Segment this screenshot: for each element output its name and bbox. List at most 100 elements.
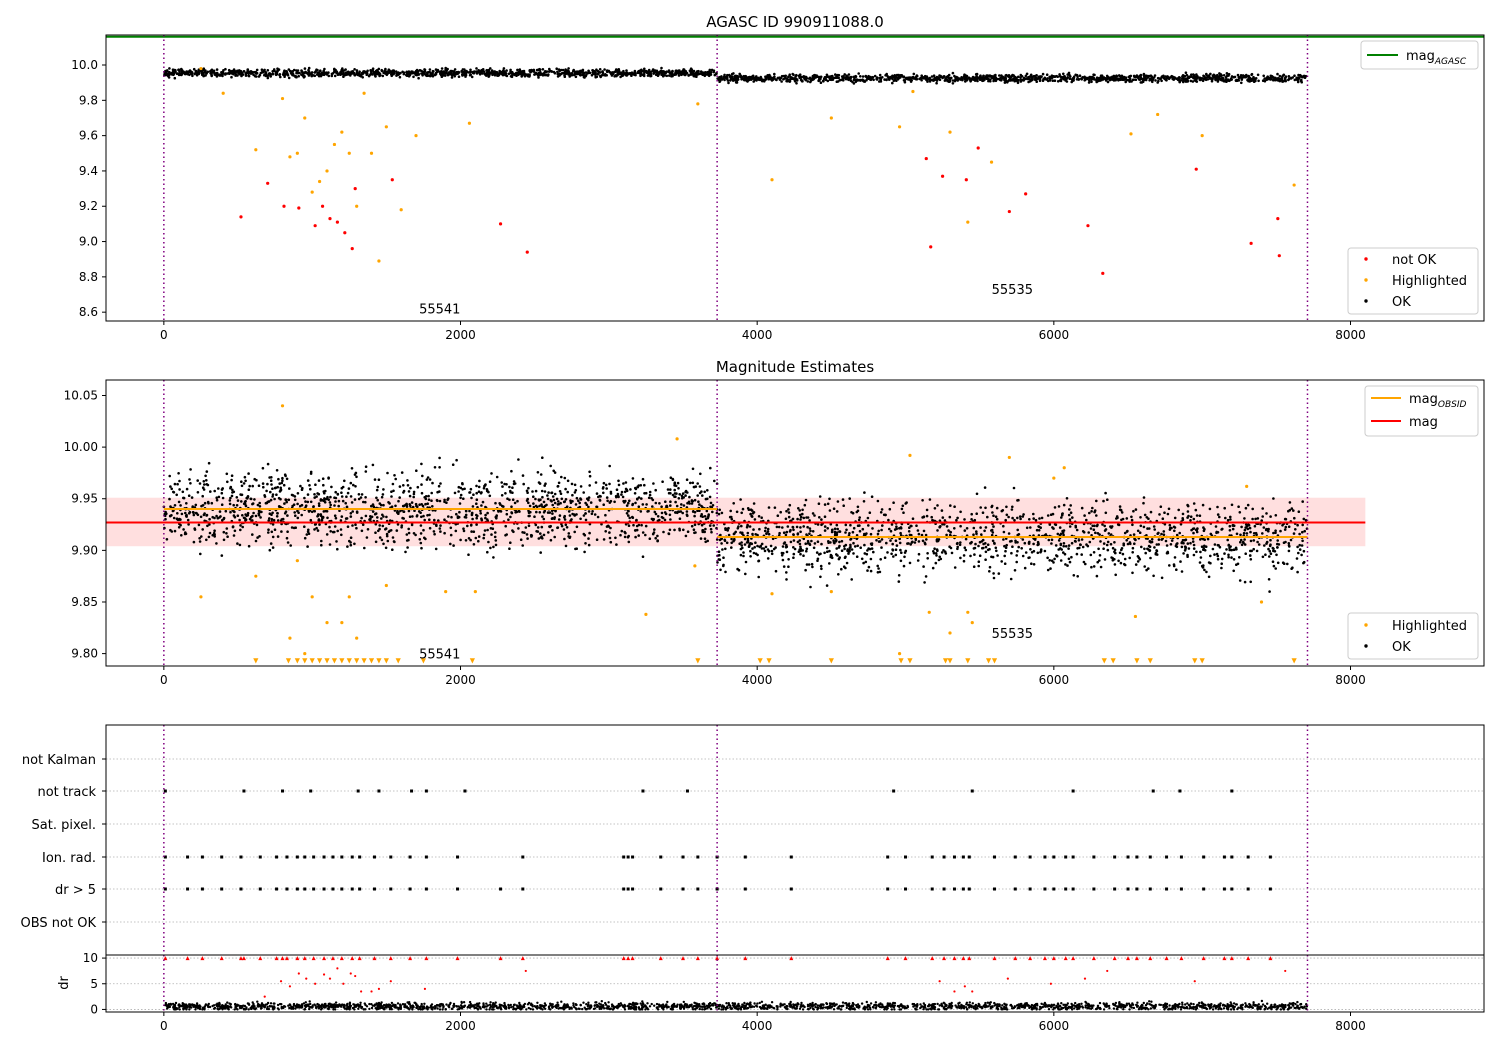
p1-ok-point bbox=[800, 79, 804, 83]
p2-ok-point bbox=[974, 542, 977, 546]
p1-not-ok-point bbox=[239, 215, 243, 219]
p2-ok-point bbox=[1192, 531, 1195, 535]
p1-highlighted-point bbox=[1200, 134, 1204, 138]
p2-ok-point bbox=[270, 483, 273, 486]
p2-ok-point bbox=[1113, 541, 1116, 544]
p2-ok-point bbox=[752, 551, 756, 555]
p2-ok-point bbox=[888, 527, 891, 531]
p2-ok-point bbox=[317, 492, 321, 496]
p1-ok-point bbox=[821, 79, 825, 83]
p2-ok-point bbox=[848, 532, 851, 535]
p1-ok-point bbox=[1198, 78, 1202, 82]
p2-ok-point bbox=[285, 500, 289, 504]
p2-ok-point bbox=[1004, 537, 1008, 540]
p2-ok-point bbox=[165, 538, 169, 541]
p2-ok-point bbox=[179, 504, 182, 507]
p2-ok-point bbox=[911, 517, 915, 520]
p2-ok-point bbox=[1030, 562, 1033, 565]
p2-ok-point bbox=[1113, 548, 1117, 552]
p1-ok-point bbox=[1090, 80, 1093, 84]
p2-ok-point bbox=[426, 514, 429, 517]
p1-ok-point bbox=[735, 78, 739, 82]
p1-ok-point bbox=[590, 73, 594, 77]
p1-ok-point bbox=[843, 73, 846, 76]
p2-ok-point bbox=[711, 510, 714, 514]
p2-ok-point bbox=[941, 522, 944, 526]
p2-ok-point bbox=[813, 514, 816, 517]
p1-ok-point bbox=[891, 74, 894, 78]
p1-ok-point bbox=[1130, 80, 1133, 83]
p2-ok-point bbox=[1134, 508, 1138, 511]
p2-ok-point bbox=[758, 527, 761, 531]
p2-ok-point bbox=[308, 484, 311, 487]
p2-ok-point bbox=[1291, 566, 1294, 569]
p2-ok-point bbox=[443, 531, 446, 535]
p2-ok-point bbox=[408, 494, 412, 498]
p2-ok-point bbox=[627, 534, 630, 538]
p1-ok-point bbox=[529, 70, 532, 74]
p2-ok-point bbox=[420, 515, 423, 519]
p2-ok-point bbox=[1161, 517, 1165, 520]
p2-ok-point bbox=[1195, 514, 1199, 517]
p1-ok-point bbox=[637, 69, 640, 73]
p1-ok-point bbox=[668, 74, 671, 77]
p1-ok-point bbox=[1287, 78, 1290, 82]
p2-ok-point bbox=[844, 523, 848, 527]
p2-ok-point bbox=[645, 503, 648, 506]
p2-ok-point bbox=[300, 488, 304, 492]
p2-ok-point bbox=[729, 509, 732, 513]
p2-ok-point bbox=[782, 565, 786, 568]
p1-ok-point bbox=[572, 73, 576, 77]
p1-ok-point bbox=[563, 75, 567, 78]
p1-ok-point bbox=[910, 78, 913, 82]
p1-ok-point bbox=[242, 70, 246, 73]
p1-ok-point bbox=[542, 72, 545, 75]
p2-ok-point bbox=[1172, 525, 1176, 529]
p2-ok-point bbox=[550, 491, 553, 495]
p2-ok-point bbox=[787, 565, 790, 568]
p2-ok-point bbox=[374, 540, 378, 544]
p1-highlighted-point bbox=[295, 151, 299, 155]
p2-ok-point bbox=[986, 543, 990, 546]
p1-ok-point bbox=[309, 73, 313, 76]
p2-ok-point bbox=[194, 503, 198, 507]
p1-ok-point bbox=[611, 71, 614, 75]
p2-ok-point bbox=[746, 531, 750, 535]
p1-ok-point bbox=[1051, 79, 1055, 82]
p1-ok-point bbox=[982, 74, 985, 78]
p1-ok-point bbox=[365, 73, 369, 76]
p2-ok-point bbox=[925, 508, 929, 512]
p1-ok-point bbox=[830, 75, 833, 79]
p1-ytick-label: 9.2 bbox=[79, 199, 98, 213]
p1-ok-point bbox=[307, 66, 311, 70]
p1-ok-point bbox=[643, 67, 646, 71]
p2-ok-point bbox=[1076, 547, 1079, 550]
p2-ok-point bbox=[792, 528, 795, 532]
p2-ok-point bbox=[808, 519, 811, 522]
p2-ok-point bbox=[599, 495, 602, 498]
p2-ok-point bbox=[1229, 518, 1232, 521]
p2-ok-point bbox=[304, 506, 307, 509]
p2-ok-point bbox=[1030, 551, 1034, 554]
p1-ok-point bbox=[234, 73, 238, 76]
p2-ok-point bbox=[1160, 576, 1164, 580]
p2-ok-point bbox=[697, 500, 700, 504]
p2-ok-point bbox=[273, 486, 277, 490]
p2-ok-point bbox=[1286, 562, 1289, 566]
p1-ok-point bbox=[698, 72, 701, 75]
p1-ok-point bbox=[1245, 75, 1248, 78]
p1-ok-point bbox=[615, 74, 618, 78]
p1-ok-point bbox=[490, 69, 494, 72]
p2-ok-point bbox=[820, 542, 823, 546]
p2-ok-point bbox=[763, 549, 767, 553]
p2-ok-point bbox=[382, 503, 385, 507]
p2-ok-point bbox=[1068, 508, 1071, 511]
p2-ok-point bbox=[253, 498, 256, 501]
p2-ok-point bbox=[457, 515, 461, 519]
p2-ok-point bbox=[913, 541, 917, 544]
p2-ok-point bbox=[179, 518, 182, 521]
p2-ok-point bbox=[752, 502, 756, 505]
